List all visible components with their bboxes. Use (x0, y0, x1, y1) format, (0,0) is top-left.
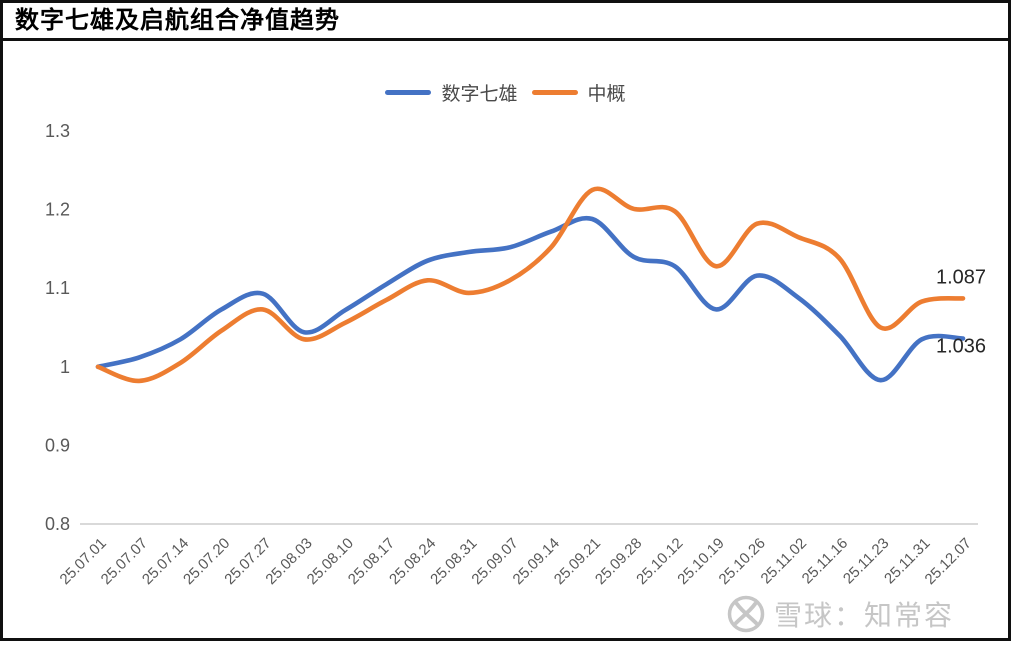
legend-label: 数字七雄 (441, 84, 518, 105)
legend-line-swatch-orange (531, 90, 578, 95)
y-tick-label: 1 (60, 357, 70, 377)
chart-title: 数字七雄及启航组合净值趋势 (15, 7, 340, 34)
legend-line-swatch-blue (385, 90, 432, 95)
legend-item-series-0: 数字七雄 (385, 79, 518, 106)
y-tick-label: 1.3 (45, 121, 70, 141)
y-tick-label: 0.9 (45, 435, 70, 455)
series-line-1 (95, 186, 966, 384)
title-bar: 数字七雄及启航组合净值趋势 (3, 3, 1008, 41)
watermark-text: 雪球：知常容 (773, 600, 954, 631)
line-chart-plot: 1.31.21.110.90.825.07.0125.07.0725.07.14… (45, 121, 986, 588)
series-line-0 (95, 215, 966, 383)
xueqiu-snowball-logo-icon (727, 595, 765, 633)
legend-label: 中概 (587, 84, 626, 105)
y-tick-label: 0.8 (45, 514, 70, 534)
series-end-data-label: 1.087 (936, 266, 986, 288)
legend-item-series-1: 中概 (531, 79, 626, 106)
legend: 数字七雄 中概 (3, 79, 1008, 106)
watermark: 雪球：知常容 (726, 594, 954, 634)
series-end-data-label: 1.036 (936, 336, 986, 358)
y-tick-label: 1.2 (45, 200, 70, 220)
y-tick-label: 1.1 (45, 278, 70, 298)
